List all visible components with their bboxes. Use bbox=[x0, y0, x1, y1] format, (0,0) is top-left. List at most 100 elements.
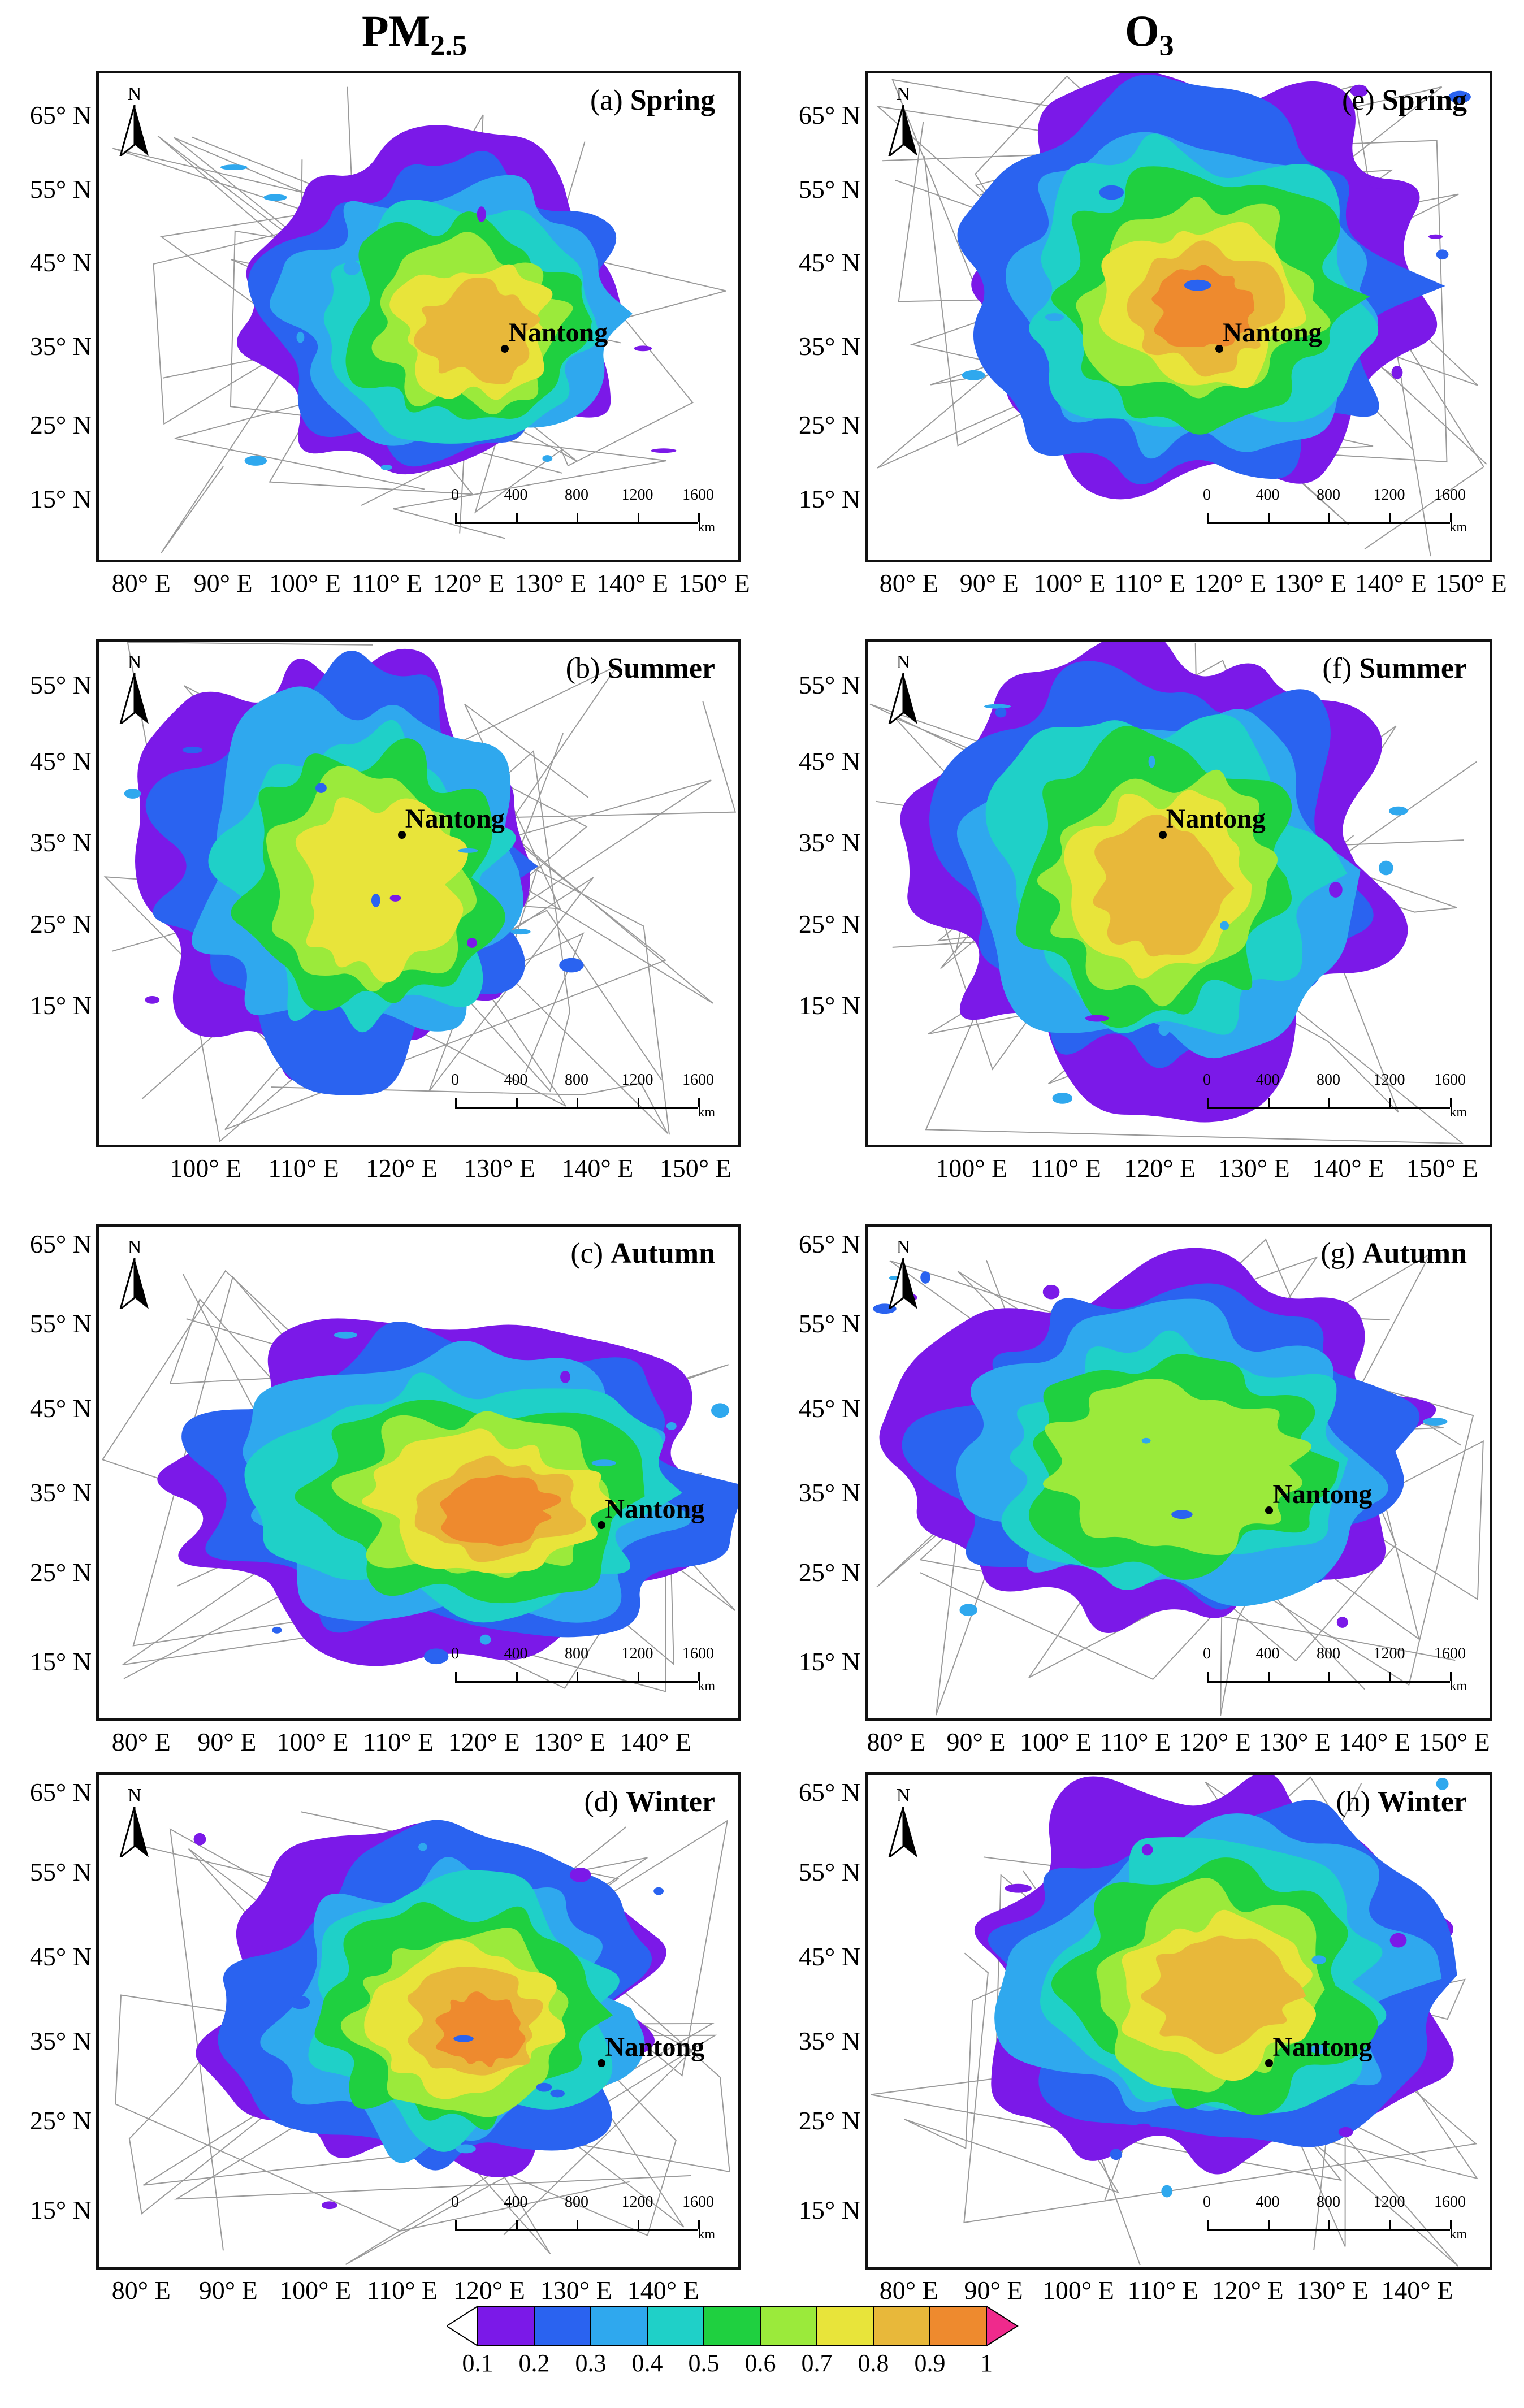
latitude-label: 15° N bbox=[798, 991, 860, 1020]
city-marker bbox=[501, 345, 509, 353]
column-title-o3: O3 bbox=[1125, 6, 1174, 63]
north-arrow-icon: N bbox=[884, 84, 923, 157]
column-title-main: O bbox=[1125, 6, 1159, 55]
panel-season: Autumn bbox=[611, 1237, 715, 1270]
latitude-label: 55° N bbox=[798, 1857, 860, 1886]
plume-patch bbox=[560, 1371, 570, 1383]
plume-patch bbox=[145, 995, 160, 1004]
panel-season: Spring bbox=[630, 84, 715, 116]
city-label: Nantong bbox=[605, 2032, 705, 2063]
latitude-label: 25° N bbox=[29, 910, 92, 938]
latitude-label: 55° N bbox=[798, 1309, 860, 1338]
panel-label: (c) Autumn bbox=[570, 1237, 715, 1270]
plume-patch bbox=[263, 194, 287, 201]
plume-patch bbox=[1336, 1617, 1348, 1628]
longitude-label: 90° E bbox=[964, 2276, 1023, 2305]
north-label: N bbox=[127, 84, 142, 105]
country-outline bbox=[141, 685, 670, 1135]
map-panel-h: N (h) Winter Nantong 0 400 800 1200 1600 km bbox=[865, 1772, 1492, 2270]
map-panel-b: N (b) Summer Nantong 0 400 800 1200 1600 km bbox=[96, 639, 741, 1147]
longitude-label: 110° E bbox=[366, 2276, 438, 2305]
panel-season: Autumn bbox=[1362, 1237, 1467, 1270]
plume-patch bbox=[1220, 921, 1229, 930]
city-marker bbox=[598, 1521, 606, 1529]
plume-patch bbox=[962, 370, 985, 380]
scale-tick-label: 1200 bbox=[621, 2193, 653, 2211]
scale-unit: km bbox=[698, 2227, 715, 2242]
legend-swatch bbox=[477, 2306, 535, 2346]
contour-band bbox=[1042, 1378, 1312, 1556]
contour-band bbox=[414, 278, 540, 384]
map-panel-c: N (c) Autumn Nantong 0 400 800 1200 1600 km bbox=[96, 1224, 741, 1721]
longitude-label: 100° E bbox=[269, 569, 341, 597]
plume-patch bbox=[1428, 234, 1443, 239]
latitude-label: 15° N bbox=[798, 1647, 860, 1677]
scale-bar: 0 400 800 1200 1600 km bbox=[1203, 2193, 1467, 2244]
plume-patch bbox=[1042, 1284, 1060, 1300]
map-panel-f: N (f) Summer Nantong 0 400 800 1200 1600 km bbox=[865, 639, 1492, 1147]
plume-patch bbox=[1045, 313, 1064, 321]
plume-patch bbox=[1184, 279, 1211, 291]
plume-patch bbox=[1158, 1023, 1170, 1036]
scale-tick-label: 800 bbox=[1317, 1645, 1340, 1662]
plume-patch bbox=[418, 1843, 427, 1851]
scale-tick-label: 0 bbox=[1203, 1645, 1211, 1662]
latitude-label: 35° N bbox=[798, 2026, 860, 2056]
latitude-label: 45° N bbox=[798, 1393, 860, 1423]
legend-label: 0.9 bbox=[914, 2349, 946, 2377]
legend-label: 0.7 bbox=[801, 2349, 833, 2377]
scale-tick-label: 0 bbox=[1203, 2193, 1211, 2211]
plume-patch bbox=[510, 929, 531, 935]
panel-season: Summer bbox=[1359, 652, 1467, 685]
latitude-label: 55° N bbox=[798, 174, 860, 203]
latitude-label: 35° N bbox=[798, 332, 860, 361]
city-label: Nantong bbox=[405, 804, 505, 834]
scale-tick-label: 400 bbox=[1255, 1645, 1280, 1662]
scale-bar: 0 400 800 1200 1600 km bbox=[451, 2193, 715, 2244]
scale-tick-label: 800 bbox=[565, 1071, 588, 1089]
city-marker bbox=[397, 831, 406, 839]
panel-letter: (c) bbox=[570, 1237, 611, 1270]
country-outline bbox=[869, 703, 1457, 1035]
longitude-label: 140° E bbox=[596, 569, 668, 597]
scale-tick-label: 1200 bbox=[621, 1071, 653, 1089]
latitude-label: 25° N bbox=[798, 2106, 860, 2135]
longitude-label: 120° E bbox=[365, 1154, 438, 1183]
plume-patch bbox=[1448, 90, 1471, 103]
city-label: Nantong bbox=[1222, 318, 1322, 348]
plume-patch bbox=[371, 893, 380, 907]
latitude-label: 45° N bbox=[29, 1393, 92, 1423]
scale-tick-label: 0 bbox=[451, 2193, 459, 2211]
scale-unit: km bbox=[1449, 1105, 1467, 1120]
longitude-label: 100° E bbox=[1033, 569, 1106, 597]
longitude-label: 80° E bbox=[879, 2276, 938, 2305]
scale-tick-label: 800 bbox=[565, 1645, 588, 1662]
latitude-label: 65° N bbox=[29, 1778, 92, 1807]
panel-label: (h) Winter bbox=[1336, 1785, 1467, 1818]
latitude-label: 65° N bbox=[798, 1778, 860, 1807]
latitude-label: 35° N bbox=[798, 1478, 860, 1508]
legend-label: 1 bbox=[980, 2349, 993, 2377]
plume-patch bbox=[920, 1271, 931, 1284]
plume-patch bbox=[1310, 2045, 1328, 2054]
panel-label: (d) Winter bbox=[584, 1785, 715, 1818]
north-arrow-icon: N bbox=[115, 84, 154, 157]
north-arrow-icon: N bbox=[115, 652, 154, 725]
concentration-field bbox=[871, 1775, 1479, 2267]
panel-letter: (h) bbox=[1336, 1786, 1378, 1818]
plume-patch bbox=[711, 1403, 729, 1418]
scale-tick-label: 1600 bbox=[682, 1071, 714, 1089]
north-arrow-icon: N bbox=[115, 1237, 154, 1310]
plume-patch bbox=[321, 2201, 337, 2210]
country-outline bbox=[224, 715, 667, 1131]
latitude-label: 55° N bbox=[29, 174, 92, 203]
longitude-label: 140° E bbox=[620, 1727, 692, 1756]
scale-tick-label: 1200 bbox=[621, 1645, 653, 1662]
scale-tick-label: 400 bbox=[1255, 1071, 1280, 1089]
scale-bar: 0 400 800 1200 1600 km bbox=[451, 486, 715, 537]
north-arrow-icon: N bbox=[884, 1237, 923, 1310]
plume-patch bbox=[1085, 1015, 1109, 1022]
plume-patch bbox=[458, 848, 478, 853]
longitude-label: 150° E bbox=[1406, 1154, 1478, 1183]
longitude-label: 130° E bbox=[1258, 1727, 1331, 1756]
